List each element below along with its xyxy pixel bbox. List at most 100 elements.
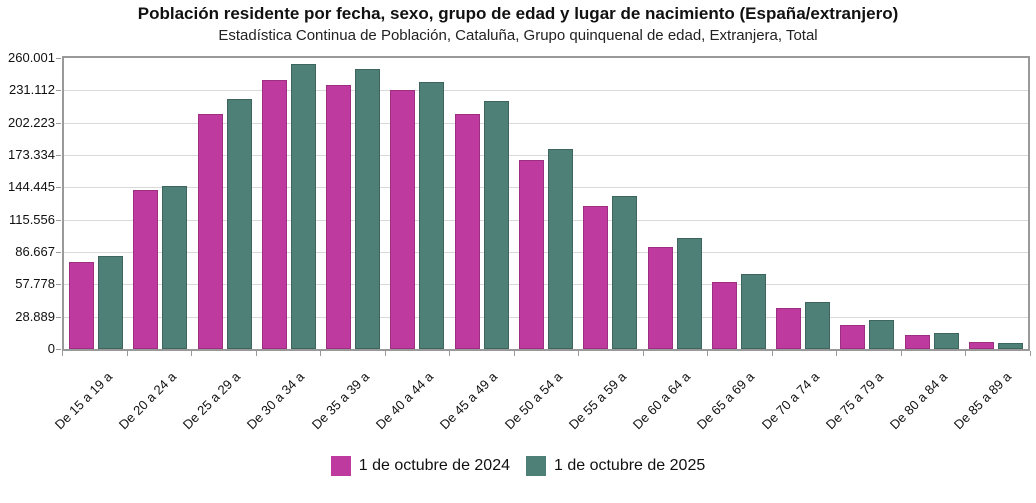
bar[interactable] <box>933 333 959 349</box>
x-axis-label: De 15 a 19 a <box>51 369 115 433</box>
x-axis-tick <box>578 351 579 356</box>
bar[interactable] <box>711 281 737 349</box>
bar[interactable] <box>98 256 124 349</box>
bar-group <box>642 58 706 349</box>
bar[interactable] <box>133 189 159 349</box>
bar[interactable] <box>261 80 287 349</box>
y-axis-label: 202.223 <box>8 114 55 130</box>
legend: 1 de octubre de 2024 1 de octubre de 2025 <box>0 456 1036 476</box>
bar-group <box>450 58 514 349</box>
bar[interactable] <box>869 320 895 349</box>
bar-group <box>385 58 449 349</box>
bar[interactable] <box>583 206 609 349</box>
bars-layer <box>64 58 1028 349</box>
gridline <box>64 155 1028 156</box>
x-axis-label: De 20 a 24 a <box>115 369 180 433</box>
bar[interactable] <box>840 324 866 349</box>
bar[interactable] <box>676 238 702 349</box>
y-axis-tick <box>56 155 61 156</box>
legend-label: 1 de octubre de 2024 <box>358 457 510 474</box>
y-axis-tick <box>56 220 61 221</box>
x-axis-tick <box>385 351 386 356</box>
y-axis-tick <box>56 187 61 188</box>
y-axis-label: 173.334 <box>8 147 55 162</box>
gridline <box>64 187 1028 189</box>
bar[interactable] <box>776 307 802 349</box>
bar-group <box>899 58 963 349</box>
bar[interactable] <box>547 149 573 349</box>
x-axis-label: De 70 a 74 a <box>758 369 822 433</box>
x-axis-label: De 60 a 64 a <box>629 369 694 433</box>
bar[interactable] <box>290 64 316 349</box>
bar-group <box>707 58 771 349</box>
x-axis-label: De 30 a 34 a <box>244 369 308 433</box>
x-axis-label: De 80 a 84 a <box>886 369 951 433</box>
bar[interactable] <box>162 185 188 349</box>
y-axis-label: 115.556 <box>8 211 55 227</box>
x-axis-label: De 40 a 44 a <box>372 369 437 433</box>
legend-swatch <box>330 456 351 476</box>
gridline <box>64 90 1028 92</box>
bar[interactable] <box>647 246 673 349</box>
bar[interactable] <box>454 113 480 349</box>
x-axis-tick <box>643 351 644 356</box>
bar-group <box>964 58 1028 349</box>
gridline <box>64 252 1028 253</box>
bar[interactable] <box>390 90 416 349</box>
bar-group <box>514 58 578 349</box>
x-axis-tick <box>191 351 192 356</box>
legend-swatch <box>526 456 546 476</box>
chart-subtitle: Estadística Continua de Población, Catal… <box>218 27 818 44</box>
bar[interactable] <box>904 335 930 349</box>
legend-item-1[interactable]: 1 de octubre de 2025 <box>526 456 705 476</box>
legend-item-0[interactable]: 1 de octubre de 2024 <box>330 456 510 476</box>
x-axis-label: De 35 a 39 a <box>308 369 372 433</box>
gridline <box>64 316 1028 318</box>
x-axis-tick <box>707 351 708 356</box>
x-axis-tick <box>772 351 773 356</box>
bar[interactable] <box>355 69 381 349</box>
bar[interactable] <box>197 113 223 349</box>
bar-group <box>257 58 321 349</box>
bar[interactable] <box>805 302 831 349</box>
y-axis-label: 57.778 <box>15 276 55 292</box>
x-axis-tick <box>965 351 966 356</box>
x-axis-tick <box>256 351 257 356</box>
gridline <box>64 219 1028 221</box>
x-axis-tick <box>901 351 902 356</box>
x-axis-tick <box>127 351 128 356</box>
y-axis-label: 231.112 <box>8 82 55 98</box>
y-axis-label: 260.001 <box>8 50 55 65</box>
x-axis-label: De 55 a 59 a <box>565 369 629 433</box>
bar-group <box>321 58 385 349</box>
bar[interactable] <box>69 262 95 349</box>
bar[interactable] <box>997 343 1023 349</box>
bar[interactable] <box>226 98 252 349</box>
bar[interactable] <box>419 82 445 349</box>
x-axis-tick <box>836 351 837 356</box>
plot-area <box>62 56 1030 351</box>
bar[interactable] <box>740 274 766 349</box>
x-axis-tick <box>1030 351 1031 356</box>
bar[interactable] <box>612 195 638 349</box>
bar-group <box>835 58 899 349</box>
legend-label: 1 de octubre de 2025 <box>554 457 706 474</box>
bar-group <box>128 58 192 349</box>
bar-group <box>193 58 257 349</box>
y-axis-tick <box>56 90 61 91</box>
bar[interactable] <box>968 341 994 349</box>
y-axis-label: 0 <box>47 341 55 356</box>
y-axis-label: 28.889 <box>15 308 55 324</box>
y-axis-tick <box>56 317 61 318</box>
x-axis-label: De 65 a 69 a <box>694 369 758 433</box>
bar-group <box>64 58 128 349</box>
bar[interactable] <box>326 85 352 349</box>
y-axis-tick <box>56 58 61 59</box>
y-axis-tick <box>56 284 61 285</box>
bar[interactable] <box>518 160 544 349</box>
bar-group <box>771 58 835 349</box>
x-axis-label: De 50 a 54 a <box>501 369 565 433</box>
bar-group <box>578 58 642 349</box>
bar[interactable] <box>483 100 509 349</box>
